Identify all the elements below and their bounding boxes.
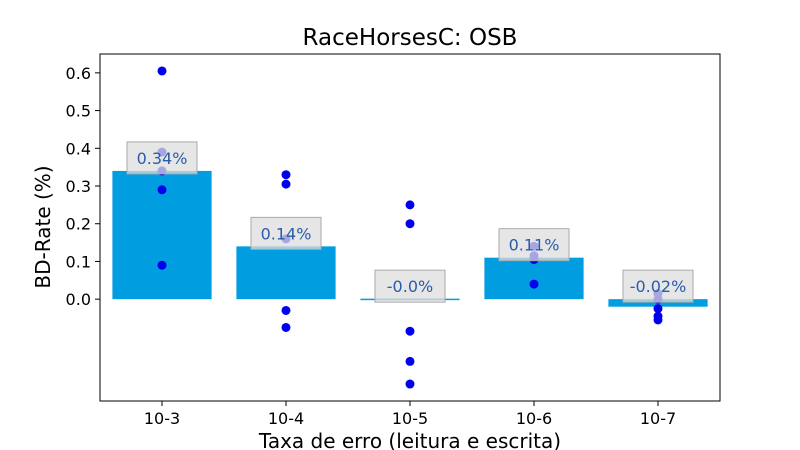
x-tick-label: 10-5 bbox=[392, 409, 428, 428]
y-tick-label: 0.0 bbox=[66, 290, 91, 309]
x-axis-label: Taxa de erro (leitura e escrita) bbox=[258, 429, 561, 450]
value-label-box bbox=[622, 269, 694, 303]
value-label: 0.11% bbox=[509, 236, 560, 255]
chart-title: RaceHorsesC: OSB bbox=[303, 25, 518, 51]
y-axis-label: BD-Rate (%) bbox=[31, 165, 55, 288]
data-point bbox=[157, 66, 167, 76]
value-label: 0.34% bbox=[137, 149, 188, 168]
value-label-box bbox=[498, 228, 570, 262]
value-label: -0.0% bbox=[387, 277, 433, 296]
data-point bbox=[281, 179, 291, 189]
x-tick-label: 10-3 bbox=[144, 409, 180, 428]
data-point bbox=[653, 304, 663, 314]
plot-frame bbox=[99, 53, 721, 402]
data-point bbox=[157, 185, 167, 195]
data-point bbox=[281, 322, 291, 332]
y-tick-label: 0.3 bbox=[66, 177, 91, 196]
y-tick-label: 0.6 bbox=[66, 64, 91, 83]
bar-10-4 bbox=[236, 246, 336, 300]
value-label: -0.02% bbox=[630, 277, 687, 296]
bar-10-6 bbox=[484, 257, 584, 300]
value-label-box bbox=[250, 216, 322, 250]
x-tick-label: 10-4 bbox=[268, 409, 304, 428]
data-point bbox=[405, 379, 415, 389]
y-tick-label: 0.4 bbox=[66, 139, 91, 158]
value-label-box bbox=[374, 269, 446, 303]
value-label: 0.14% bbox=[261, 224, 312, 243]
y-tick-label: 0.5 bbox=[66, 102, 91, 121]
data-point bbox=[529, 279, 539, 289]
data-point bbox=[405, 356, 415, 366]
data-point bbox=[157, 260, 167, 270]
x-tick-label: 10-7 bbox=[640, 409, 676, 428]
value-label-box bbox=[126, 141, 198, 175]
data-point bbox=[281, 170, 291, 180]
x-tick-label: 10-6 bbox=[516, 409, 552, 428]
data-point bbox=[653, 315, 663, 325]
data-point bbox=[281, 305, 291, 315]
data-point bbox=[405, 326, 415, 336]
plot-area: 0.34% 0.14% -0.0% 0.11% -0.02% 10-3 10-4 10-5 10… bbox=[66, 64, 708, 428]
y-tick-label: 0.2 bbox=[66, 215, 91, 234]
data-point bbox=[405, 200, 415, 210]
data-point bbox=[405, 219, 415, 229]
y-tick-label: 0.1 bbox=[66, 252, 91, 271]
